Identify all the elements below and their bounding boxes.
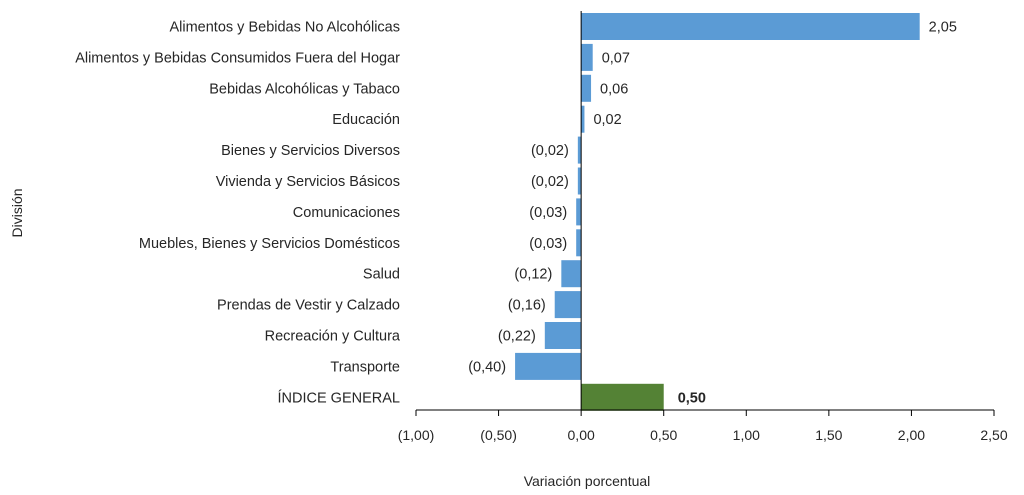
- x-tick-label: 2,50: [980, 427, 1007, 443]
- bar: [554, 291, 582, 319]
- x-tick-label: 0,50: [650, 427, 677, 443]
- data-label: 0,07: [602, 50, 630, 66]
- bar: [581, 43, 593, 71]
- bar: [581, 13, 920, 40]
- bar: [577, 136, 582, 164]
- bar: [544, 322, 582, 349]
- bar: [581, 74, 592, 102]
- category-label: Recreación y Cultura: [265, 329, 401, 345]
- category-label: Alimentos y Bebidas Consumidos Fuera del…: [75, 50, 400, 66]
- x-tick-label: (1,00): [398, 427, 435, 443]
- category-label: Transporte: [330, 359, 400, 375]
- x-tick-label: 0,00: [568, 427, 595, 443]
- data-label: (0,02): [531, 143, 569, 159]
- category-label: Bienes y Servicios Diversos: [221, 143, 400, 159]
- bar: [581, 105, 585, 133]
- data-label: 0,02: [593, 112, 621, 128]
- category-label: Muebles, Bienes y Servicios Domésticos: [139, 236, 400, 252]
- x-tick-label: (0,50): [480, 427, 517, 443]
- x-tick-label: 2,00: [898, 427, 925, 443]
- bar: [576, 229, 582, 257]
- category-label: ÍNDICE GENERAL: [278, 389, 400, 406]
- x-tick-label: 1,50: [815, 427, 842, 443]
- x-axis-title: Variación porcentual: [524, 473, 651, 489]
- bar: [576, 198, 582, 226]
- category-label: Comunicaciones: [293, 205, 400, 221]
- x-tick-label: 1,00: [733, 427, 760, 443]
- data-label: (0,16): [508, 298, 546, 314]
- data-label: 0,06: [600, 81, 628, 97]
- data-label: (0,03): [529, 236, 567, 252]
- bar: [577, 167, 582, 195]
- category-label: Salud: [363, 267, 400, 283]
- category-label: Bebidas Alcohólicas y Tabaco: [209, 81, 400, 97]
- category-label: Educación: [332, 112, 400, 128]
- data-label: (0,02): [531, 174, 569, 190]
- bar: [515, 352, 582, 380]
- category-label: Prendas de Vestir y Calzado: [217, 298, 400, 314]
- category-label: Alimentos y Bebidas No Alcohólicas: [169, 20, 400, 36]
- category-label: Vivienda y Servicios Básicos: [216, 174, 400, 190]
- bar: [581, 383, 664, 411]
- data-label: (0,03): [529, 205, 567, 221]
- y-axis-title: División: [9, 188, 25, 237]
- data-label: (0,22): [498, 329, 536, 345]
- data-label: 2,05: [929, 20, 957, 36]
- bar: [561, 260, 582, 288]
- data-label: 0,50: [678, 390, 706, 406]
- data-label: (0,40): [468, 359, 506, 375]
- data-label: (0,12): [514, 267, 552, 283]
